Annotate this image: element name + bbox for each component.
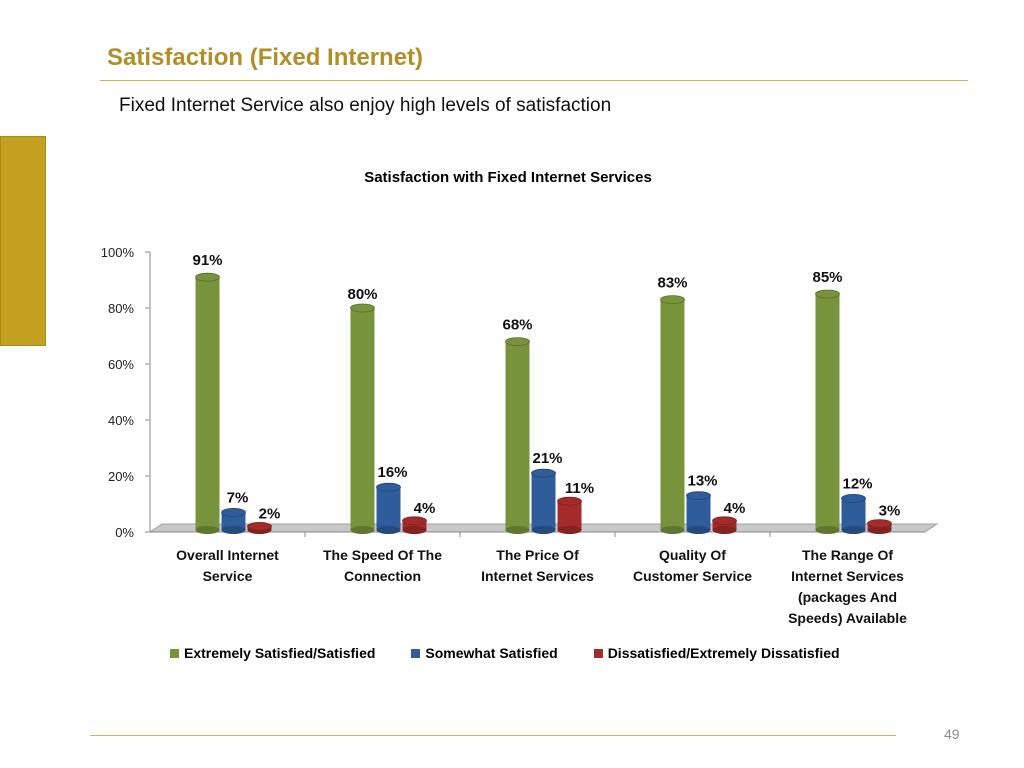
bar bbox=[350, 308, 375, 530]
y-tick-label: 60% bbox=[108, 357, 134, 372]
x-tick-label: Quality Of bbox=[659, 547, 726, 563]
y-tick-label: 100% bbox=[101, 245, 135, 260]
data-label: 21% bbox=[532, 450, 562, 467]
bar-base bbox=[686, 526, 711, 534]
bar-cap bbox=[712, 516, 737, 526]
x-tick-label: The Range Of bbox=[802, 547, 893, 563]
bar-cap bbox=[195, 272, 220, 282]
chart-legend: Extremely Satisfied/Satisfied Somewhat S… bbox=[170, 645, 840, 661]
legend-item-dissatisfied: Dissatisfied/Extremely Dissatisfied bbox=[593, 645, 840, 661]
bar-base bbox=[660, 526, 685, 534]
bar-cap bbox=[402, 516, 427, 526]
bar-cap bbox=[531, 468, 556, 478]
page-number: 49 bbox=[944, 726, 960, 742]
data-label: 85% bbox=[812, 269, 842, 286]
bar-base bbox=[350, 526, 375, 534]
bar bbox=[712, 520, 737, 530]
bar bbox=[402, 520, 427, 530]
data-label: 4% bbox=[724, 500, 746, 517]
bar bbox=[686, 495, 711, 530]
bar bbox=[815, 294, 840, 530]
data-label: 7% bbox=[227, 489, 249, 506]
slide-subtitle: Fixed Internet Service also enjoy high l… bbox=[119, 95, 612, 116]
legend-label: Somewhat Satisfied bbox=[425, 645, 558, 661]
x-tick-label: Internet Services bbox=[481, 568, 594, 584]
bar bbox=[376, 487, 401, 530]
bar bbox=[557, 501, 582, 530]
x-tick-label: Speeds) Available bbox=[788, 610, 907, 626]
x-tick-label: The Speed Of The bbox=[323, 547, 442, 563]
bar bbox=[531, 473, 556, 530]
bar-cap bbox=[376, 482, 401, 492]
data-label: 3% bbox=[879, 503, 901, 520]
chart-title: Satisfaction with Fixed Internet Service… bbox=[364, 169, 652, 186]
bar-cap bbox=[350, 303, 375, 313]
bar bbox=[195, 277, 220, 530]
data-label: 80% bbox=[347, 286, 377, 303]
bar-cap bbox=[815, 289, 840, 299]
bar-cap bbox=[867, 519, 892, 528]
bar-cap bbox=[557, 496, 582, 506]
legend-swatch bbox=[411, 648, 421, 658]
y-tick-label: 20% bbox=[108, 469, 134, 484]
bar-cap bbox=[660, 295, 685, 305]
slide-title: Satisfaction (Fixed Internet) bbox=[107, 44, 424, 71]
bar-base bbox=[557, 526, 582, 534]
bar bbox=[660, 299, 685, 530]
legend-item-somewhat: Somewhat Satisfied bbox=[411, 645, 558, 661]
legend-label: Extremely Satisfied/Satisfied bbox=[184, 645, 376, 661]
data-label: 83% bbox=[657, 275, 687, 292]
bar bbox=[221, 512, 246, 530]
data-label: 91% bbox=[192, 252, 222, 269]
bar-base bbox=[505, 526, 530, 534]
bar-base bbox=[402, 526, 427, 534]
accent-bar bbox=[0, 136, 46, 346]
x-tick-label: Overall Internet bbox=[176, 547, 279, 563]
bar bbox=[841, 498, 866, 530]
bar-base bbox=[531, 526, 556, 534]
data-label: 13% bbox=[687, 473, 717, 490]
bar-cap bbox=[221, 508, 246, 517]
bar-base bbox=[867, 526, 892, 534]
x-tick-label: Internet Services bbox=[791, 568, 904, 584]
bar-base bbox=[195, 526, 220, 534]
bar-base bbox=[376, 526, 401, 534]
data-label: 12% bbox=[842, 475, 872, 492]
bar-cap bbox=[841, 493, 866, 503]
legend-item-satisfied: Extremely Satisfied/Satisfied bbox=[170, 645, 375, 661]
data-label: 68% bbox=[502, 317, 532, 334]
data-label: 4% bbox=[414, 500, 436, 517]
bar-cap bbox=[505, 337, 530, 347]
x-tick-label: (packages And bbox=[798, 589, 897, 605]
title-divider bbox=[100, 80, 968, 81]
bar-base bbox=[221, 526, 246, 534]
data-label: 2% bbox=[259, 505, 281, 522]
x-tick-label: Connection bbox=[344, 568, 421, 584]
legend-label: Dissatisfied/Extremely Dissatisfied bbox=[607, 645, 840, 661]
bar-base bbox=[841, 526, 866, 534]
y-tick-label: 80% bbox=[108, 301, 134, 316]
data-label: 11% bbox=[565, 480, 594, 497]
legend-swatch bbox=[170, 648, 179, 658]
data-label: 16% bbox=[377, 464, 407, 481]
x-tick-label: The Price Of bbox=[496, 547, 579, 563]
bar-base bbox=[815, 526, 840, 534]
y-tick-label: 40% bbox=[108, 413, 134, 428]
x-tick-label: Customer Service bbox=[633, 568, 752, 584]
x-tick-label: Service bbox=[203, 568, 253, 584]
bar-cap bbox=[247, 522, 272, 531]
footer-divider bbox=[90, 735, 896, 736]
bar-cap bbox=[686, 491, 711, 501]
legend-swatch bbox=[593, 648, 603, 658]
bar bbox=[505, 341, 530, 530]
y-tick-label: 0% bbox=[115, 525, 134, 540]
bar-base bbox=[712, 526, 737, 534]
